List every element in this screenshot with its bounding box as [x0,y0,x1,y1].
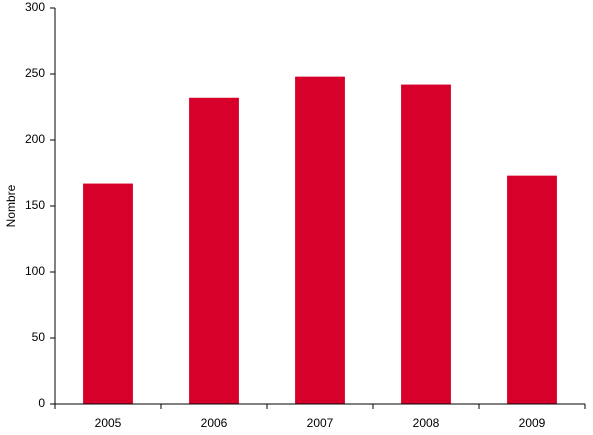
y-axis-label: Nombre [4,184,18,227]
bar [189,97,239,404]
y-tick-label: 100 [25,264,45,278]
y-tick-label: 250 [25,66,45,80]
y-tick-label: 150 [25,198,45,212]
bar [295,76,345,404]
y-tick-label: 50 [32,330,46,344]
x-tick-label: 2006 [201,416,228,430]
y-tick-label: 200 [25,132,45,146]
y-tick-label: 300 [25,0,45,14]
x-tick-label: 2008 [413,416,440,430]
y-tick-label: 0 [38,396,45,410]
x-tick-label: 2009 [519,416,546,430]
bar [401,84,451,404]
bar [507,175,557,404]
bar [83,183,133,404]
x-tick-label: 2007 [307,416,334,430]
x-tick-label: 2005 [95,416,122,430]
